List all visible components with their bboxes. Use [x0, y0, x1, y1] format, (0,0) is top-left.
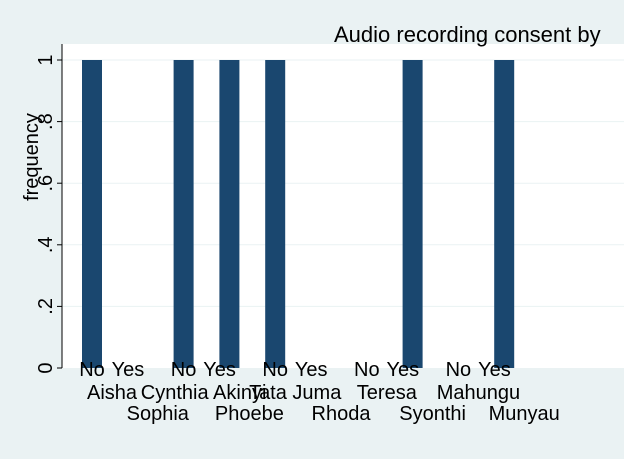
- x-group-label-0: Aisha: [87, 382, 138, 404]
- y-tick-label-5: 1: [35, 54, 57, 65]
- x-group-label-8: Mahungu: [437, 382, 520, 404]
- x-category-label-0-no: No: [79, 359, 105, 381]
- bar-9-no: [494, 60, 514, 368]
- bar-2-no: [174, 60, 194, 368]
- chart-title: Audio recording consent by: [334, 22, 601, 47]
- x-category-label-8-no: No: [446, 359, 472, 381]
- x-category-label-6-no: No: [354, 359, 380, 381]
- x-group-label-3: Phoebe: [215, 403, 284, 425]
- y-tick-label-2: .4: [35, 236, 57, 253]
- x-category-label-2-no: No: [171, 359, 197, 381]
- y-tick-label-1: .2: [35, 298, 57, 315]
- x-group-label-1: Sophia: [127, 403, 190, 425]
- x-category-label-8-yes: Yes: [478, 359, 511, 381]
- bar-0-no: [82, 60, 102, 368]
- plot-area: [62, 44, 624, 368]
- x-category-label-6-yes: Yes: [386, 359, 419, 381]
- y-axis-label: frequency: [21, 113, 43, 201]
- x-group-label-2: Cynthia Akinyi: [141, 382, 267, 404]
- x-group-label-4: Tata Juma: [249, 382, 342, 404]
- y-tick-label-0: 0: [35, 362, 57, 373]
- x-group-label-7: Syonthi: [399, 403, 466, 425]
- x-category-label-2-yes: Yes: [203, 359, 236, 381]
- x-group-label-9: Munyau: [489, 403, 560, 425]
- x-group-label-5: Rhoda: [312, 403, 372, 425]
- x-category-label-4-yes: Yes: [295, 359, 328, 381]
- x-category-label-0-yes: Yes: [112, 359, 145, 381]
- bar-4-no: [265, 60, 285, 368]
- bar-7-no: [403, 60, 423, 368]
- x-category-label-4-no: No: [262, 359, 288, 381]
- bar-3-no: [219, 60, 239, 368]
- x-group-label-6: Teresa: [357, 382, 418, 404]
